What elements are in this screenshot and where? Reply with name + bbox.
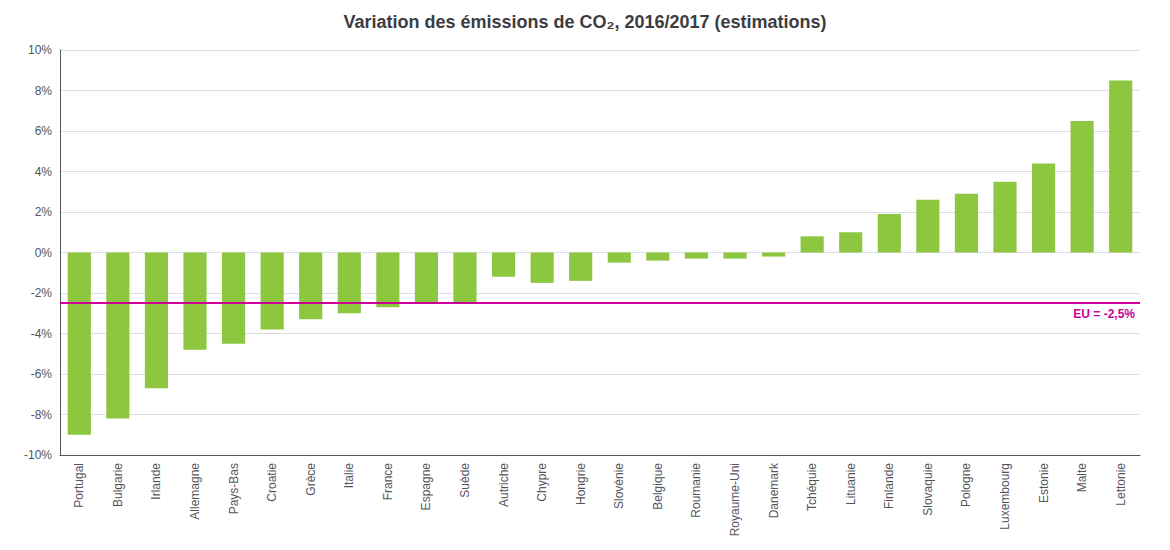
svg-text:EU = -2,5%: EU = -2,5% bbox=[1073, 307, 1135, 321]
svg-text:6%: 6% bbox=[35, 124, 53, 138]
svg-text:Estonie: Estonie bbox=[1037, 463, 1051, 503]
svg-text:-10%: -10% bbox=[24, 448, 52, 462]
svg-text:Lituanie: Lituanie bbox=[844, 463, 858, 505]
svg-text:Lettonie: Lettonie bbox=[1114, 463, 1128, 506]
svg-text:Roumanie: Roumanie bbox=[689, 463, 703, 518]
svg-text:Hongrie: Hongrie bbox=[574, 463, 588, 505]
svg-text:Espagne: Espagne bbox=[419, 463, 433, 511]
svg-text:Grèce: Grèce bbox=[304, 463, 318, 496]
svg-text:-8%: -8% bbox=[31, 408, 53, 422]
svg-text:Tchéquie: Tchéquie bbox=[805, 463, 819, 511]
svg-text:Irlande: Irlande bbox=[149, 463, 163, 500]
svg-text:Finlande: Finlande bbox=[882, 463, 896, 509]
svg-text:Belgique: Belgique bbox=[651, 463, 665, 510]
svg-text:Luxembourg: Luxembourg bbox=[998, 463, 1012, 530]
svg-text:10%: 10% bbox=[28, 43, 52, 57]
svg-text:0%: 0% bbox=[35, 246, 53, 260]
svg-text:Italie: Italie bbox=[342, 463, 356, 489]
svg-text:Slovaquie: Slovaquie bbox=[921, 463, 935, 516]
svg-text:-4%: -4% bbox=[31, 327, 53, 341]
svg-text:Chypre: Chypre bbox=[535, 463, 549, 502]
svg-text:-6%: -6% bbox=[31, 367, 53, 381]
svg-text:Autriche: Autriche bbox=[497, 463, 511, 507]
svg-text:Croatie: Croatie bbox=[265, 463, 279, 502]
svg-text:France: France bbox=[381, 463, 395, 501]
svg-text:4%: 4% bbox=[35, 165, 53, 179]
svg-text:Slovénie: Slovénie bbox=[612, 463, 626, 509]
svg-text:Danemark: Danemark bbox=[767, 462, 781, 518]
svg-text:Malte: Malte bbox=[1075, 463, 1089, 493]
svg-text:Royaume-Uni: Royaume-Uni bbox=[728, 463, 742, 536]
svg-text:Suède: Suède bbox=[458, 463, 472, 498]
svg-text:Portugal: Portugal bbox=[72, 463, 86, 508]
svg-text:Variation des émissions de CO₂: Variation des émissions de CO₂, 2016/201… bbox=[343, 12, 826, 32]
svg-text:Allemagne: Allemagne bbox=[188, 463, 202, 520]
svg-text:2%: 2% bbox=[35, 205, 53, 219]
svg-text:-2%: -2% bbox=[31, 286, 53, 300]
svg-text:Pays-Bas: Pays-Bas bbox=[227, 463, 241, 514]
svg-text:8%: 8% bbox=[35, 84, 53, 98]
svg-text:Bulgarie: Bulgarie bbox=[111, 463, 125, 507]
svg-text:Pologne: Pologne bbox=[959, 463, 973, 507]
